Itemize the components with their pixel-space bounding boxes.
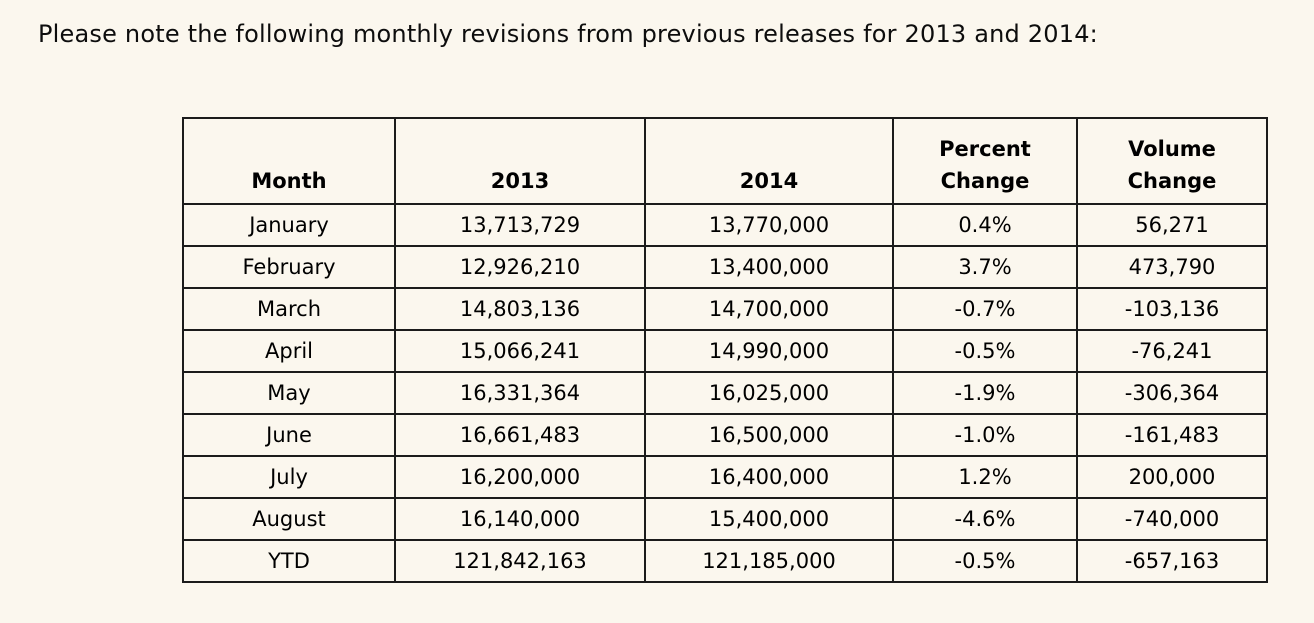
table-cell: 16,400,000 bbox=[644, 455, 894, 499]
table-cell: -657,163 bbox=[1076, 539, 1268, 583]
table-cell: April bbox=[182, 329, 396, 373]
table-cell: 16,200,000 bbox=[394, 455, 646, 499]
table-cell: 200,000 bbox=[1076, 455, 1268, 499]
table-cell: 14,803,136 bbox=[394, 287, 646, 331]
table-row: August 16,140,000 15,400,000 -4.6% -740,000 bbox=[182, 497, 1268, 541]
table-cell: January bbox=[182, 203, 396, 247]
col-header-2014: 2014 bbox=[644, 117, 894, 205]
table-cell: 13,770,000 bbox=[644, 203, 894, 247]
table-cell: -76,241 bbox=[1076, 329, 1268, 373]
table-cell: 1.2% bbox=[892, 455, 1078, 499]
table-cell: -0.5% bbox=[892, 539, 1078, 583]
table-cell: June bbox=[182, 413, 396, 457]
table-cell: 14,700,000 bbox=[644, 287, 894, 331]
table-cell: -4.6% bbox=[892, 497, 1078, 541]
table-row: July 16,200,000 16,400,000 1.2% 200,000 bbox=[182, 455, 1268, 499]
table-cell: 15,066,241 bbox=[394, 329, 646, 373]
table-cell: -161,483 bbox=[1076, 413, 1268, 457]
table-cell: 121,842,163 bbox=[394, 539, 646, 583]
table-cell: 0.4% bbox=[892, 203, 1078, 247]
col-header-2013: 2013 bbox=[394, 117, 646, 205]
col-header-percent-change: Percent Change bbox=[892, 117, 1078, 205]
table-row: June 16,661,483 16,500,000 -1.0% -161,483 bbox=[182, 413, 1268, 457]
revisions-table: Month 2013 2014 Percent Change Volume Ch… bbox=[182, 117, 1268, 583]
table-cell: YTD bbox=[182, 539, 396, 583]
table-cell: 13,400,000 bbox=[644, 245, 894, 289]
table-cell: 16,500,000 bbox=[644, 413, 894, 457]
col-header-month: Month bbox=[182, 117, 396, 205]
table-cell: -306,364 bbox=[1076, 371, 1268, 415]
table-cell: 12,926,210 bbox=[394, 245, 646, 289]
table-cell: 14,990,000 bbox=[644, 329, 894, 373]
table-cell: February bbox=[182, 245, 396, 289]
table-cell: 16,661,483 bbox=[394, 413, 646, 457]
table-cell: July bbox=[182, 455, 396, 499]
table-cell: 15,400,000 bbox=[644, 497, 894, 541]
col-header-volume-change: Volume Change bbox=[1076, 117, 1268, 205]
table-cell: -1.0% bbox=[892, 413, 1078, 457]
table-row: May 16,331,364 16,025,000 -1.9% -306,364 bbox=[182, 371, 1268, 415]
table-row: March 14,803,136 14,700,000 -0.7% -103,136 bbox=[182, 287, 1268, 331]
table-cell: August bbox=[182, 497, 396, 541]
table-cell: -740,000 bbox=[1076, 497, 1268, 541]
table-cell: 13,713,729 bbox=[394, 203, 646, 247]
table-cell: 16,331,364 bbox=[394, 371, 646, 415]
table-row: YTD 121,842,163 121,185,000 -0.5% -657,163 bbox=[182, 539, 1268, 583]
note-text: Please note the following monthly revisi… bbox=[38, 20, 1098, 48]
header-row: Month 2013 2014 Percent Change Volume Ch… bbox=[182, 117, 1268, 205]
table-cell: -103,136 bbox=[1076, 287, 1268, 331]
table-cell: March bbox=[182, 287, 396, 331]
table-cell: May bbox=[182, 371, 396, 415]
table-cell: -0.5% bbox=[892, 329, 1078, 373]
table-cell: 3.7% bbox=[892, 245, 1078, 289]
table-cell: 16,025,000 bbox=[644, 371, 894, 415]
table-cell: 473,790 bbox=[1076, 245, 1268, 289]
table-row: January 13,713,729 13,770,000 0.4% 56,271 bbox=[182, 203, 1268, 247]
table-cell: -0.7% bbox=[892, 287, 1078, 331]
table-cell: 16,140,000 bbox=[394, 497, 646, 541]
table-row: February 12,926,210 13,400,000 3.7% 473,790 bbox=[182, 245, 1268, 289]
table-cell: 121,185,000 bbox=[644, 539, 894, 583]
table-row: April 15,066,241 14,990,000 -0.5% -76,241 bbox=[182, 329, 1268, 373]
table-cell: 56,271 bbox=[1076, 203, 1268, 247]
table-body: January 13,713,729 13,770,000 0.4% 56,271 Feb… bbox=[182, 203, 1268, 583]
table-cell: -1.9% bbox=[892, 371, 1078, 415]
